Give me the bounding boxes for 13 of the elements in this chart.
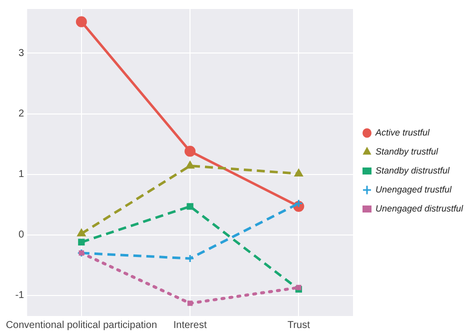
y-tick-label: -1	[15, 290, 25, 302]
y-tick-label: 2	[18, 108, 25, 120]
legend-label: Unengaged trustful	[376, 184, 453, 194]
legend-label: Standby trustful	[376, 146, 440, 156]
legend-label: Unengaged distrustful	[376, 204, 464, 214]
x-tick-label: Interest	[173, 320, 207, 331]
legend-label: Active trustful	[374, 128, 431, 138]
x-tick-label: Conventional political participation	[6, 320, 158, 331]
x-tick-label: Trust	[287, 320, 310, 331]
legend-label: Standby distrustful	[376, 166, 451, 176]
y-tick-label: 1	[18, 169, 25, 180]
y-tick-label: 3	[18, 48, 25, 59]
y-tick-label: 0	[18, 230, 25, 241]
